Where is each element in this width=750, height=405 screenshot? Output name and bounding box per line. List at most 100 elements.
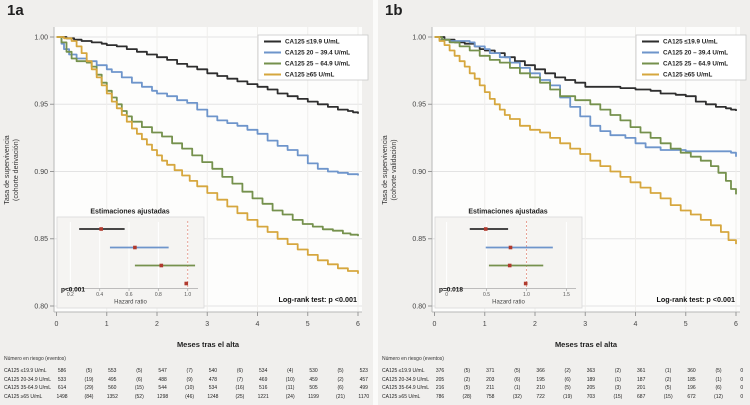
- risk-row-label: CA125 20-34.9 U/mL: [382, 376, 429, 383]
- risk-count: 544: [158, 385, 167, 392]
- x-tick-label: 4: [634, 321, 638, 328]
- km-chart-derivation: 1.00 0.95 0.90 0.85 0.80 0 1 2 3 4 5 6 CA125 ≤19.9 U…: [4, 27, 369, 349]
- risk-count: 786: [435, 393, 445, 400]
- risk-events: (2): [614, 368, 621, 374]
- risk-count: 185: [687, 376, 696, 383]
- risk-events: (11): [285, 385, 295, 392]
- survival-curve-ca125-25-–-64.9-u/ml: [56, 36, 359, 237]
- risk-events: (10): [285, 376, 295, 383]
- inset-tick-label: 0.5: [483, 292, 490, 298]
- inset-box: [56, 216, 205, 309]
- risk-events: (7): [186, 368, 193, 374]
- risk-events: (6): [564, 376, 571, 383]
- risk-events: (21): [336, 393, 345, 400]
- risk-count: 758: [486, 393, 495, 400]
- risk-row-label: CA125 ≤19.9 U/mL: [4, 368, 47, 374]
- risk-row-label: CA125 35-64.9 U/mL: [4, 385, 51, 392]
- inset-tick-label: 0: [445, 292, 448, 298]
- x-tick-label: 3: [205, 321, 209, 328]
- risk-events: (7): [236, 376, 243, 383]
- x-tick-label: 1: [105, 321, 109, 328]
- risk-table-header: Número en riesgo (eventos): [382, 356, 444, 362]
- inset-tick-label: 1.5: [563, 292, 570, 298]
- panel-label-1a: 1a: [7, 2, 24, 19]
- risk-count: 360: [687, 368, 696, 374]
- y-tick-label: 0.85: [412, 236, 426, 243]
- logrank-annotation: Log-rank test: p <0.001: [657, 295, 736, 304]
- risk-count: 523: [359, 368, 368, 374]
- risk-count: 459: [309, 376, 318, 383]
- legend-label: CA125 ≤19.9 U/mL: [285, 39, 340, 46]
- risk-events: (32): [512, 393, 522, 400]
- y-tick-label: 0.95: [34, 102, 48, 109]
- risk-count: 457: [359, 376, 368, 383]
- risk-count: 371: [486, 368, 495, 374]
- inset-tick-label: 1.0: [184, 292, 191, 298]
- x-tick-label: 5: [306, 321, 310, 328]
- inset-xlabel: Hazard ratio: [492, 300, 525, 306]
- logrank-annotation: Log-rank test: p <0.001: [279, 295, 358, 304]
- hazard-point-marker: [508, 245, 513, 250]
- risk-table-header: Número en riesgo (eventos): [4, 356, 66, 362]
- risk-count: 534: [259, 368, 268, 374]
- risk-events: (2): [665, 376, 672, 383]
- y-tick-label: 0.90: [412, 169, 426, 176]
- hazard-point-marker: [483, 227, 488, 231]
- legend-label: CA125 ≥65 U/mL: [285, 72, 334, 79]
- risk-events: (15): [613, 393, 623, 400]
- risk-count: 1498: [56, 393, 68, 400]
- panel-divider: [373, 0, 378, 405]
- risk-events: (29): [84, 385, 94, 392]
- y-tick-label: 0.80: [34, 303, 48, 310]
- x-tick-label: 0: [55, 321, 59, 328]
- risk-count: 703: [586, 393, 596, 400]
- inset-p-value: p<0.001: [61, 287, 85, 294]
- hazard-point-marker: [507, 263, 512, 268]
- risk-count: 530: [309, 368, 318, 374]
- risk-count: 205: [435, 376, 445, 383]
- y-tick-label: 1.00: [412, 34, 426, 41]
- risk-events: (10): [185, 385, 195, 392]
- risk-row-label: CA125 ≥65 U/mL: [4, 393, 43, 400]
- risk-events: (1): [614, 376, 621, 383]
- y-tick-label: 0.95: [412, 102, 426, 109]
- risk-count: 478: [208, 376, 218, 383]
- inset-tick-label: 0.2: [67, 292, 74, 298]
- risk-count: 205: [586, 385, 596, 392]
- risk-count: 187: [637, 376, 646, 383]
- risk-count: 469: [259, 376, 268, 383]
- survival-curve-ca125-≥65-u/ml: [56, 36, 359, 274]
- risk-row-label: CA125 ≥65 U/mL: [382, 393, 421, 400]
- y-tick-label: 0.90: [34, 169, 48, 176]
- risk-count: 196: [687, 385, 696, 392]
- risk-count: 376: [435, 368, 445, 374]
- y-tick-label: 0.80: [412, 303, 426, 310]
- legend-label: CA125 20 – 39.4 U/mL: [285, 50, 350, 57]
- risk-count: 0: [740, 385, 744, 392]
- hazard-point-marker: [133, 245, 137, 250]
- risk-count: 516: [259, 385, 268, 392]
- hazard-point-marker: [184, 281, 189, 286]
- risk-events: (2): [337, 376, 344, 383]
- inset-title: Estimaciones ajustadas: [468, 209, 547, 216]
- x-tick-label: 6: [734, 321, 738, 328]
- inset-title: Estimaciones ajustadas: [90, 209, 169, 216]
- risk-events: (5): [463, 368, 471, 374]
- hazard-point-marker: [523, 281, 528, 286]
- risk-count: 553: [108, 368, 117, 374]
- panel-1b: 1b 1.00 0.95 0.90 0.85 0.80 0 1 2 3 4 5 6 CA125 ≤19.…: [378, 0, 750, 405]
- risk-events: (2): [564, 368, 571, 374]
- hazard-point-marker: [99, 227, 103, 231]
- panel-label-1b: 1b: [385, 2, 403, 19]
- legend-label: CA125 25 – 64.9 U/mL: [663, 61, 728, 68]
- risk-count: 1248: [207, 393, 219, 400]
- risk-events: (15): [134, 385, 144, 392]
- risk-count: 499: [359, 385, 368, 392]
- risk-count: 1352: [106, 393, 118, 400]
- inset-xlabel: Hazard ratio: [114, 300, 147, 306]
- risk-events: (28): [462, 393, 472, 400]
- risk-events: (2): [463, 376, 471, 383]
- risk-count: 1298: [157, 393, 169, 400]
- survival-curve-ca125-25-–-64.9-u/ml: [434, 36, 737, 195]
- risk-events: (6): [136, 376, 143, 383]
